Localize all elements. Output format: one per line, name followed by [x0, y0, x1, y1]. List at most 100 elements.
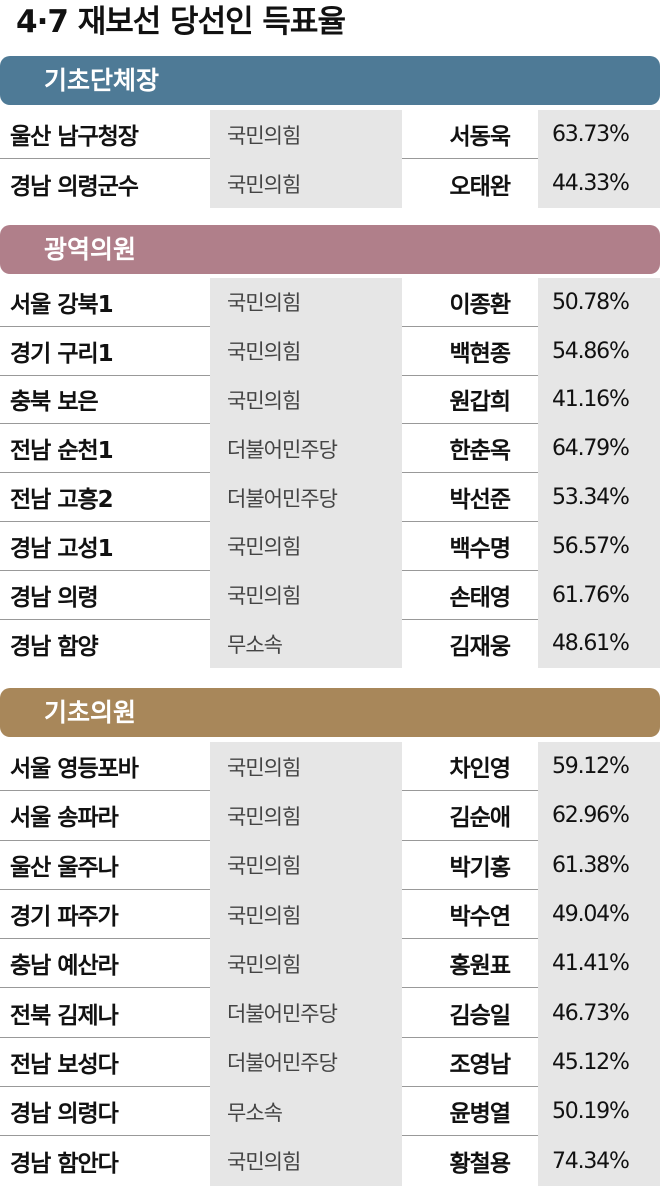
section-header: 기초의원: [0, 688, 660, 737]
table-row: 경남 고성1 국민의힘 백수명 56.57%: [0, 521, 660, 571]
winner-cell: 홍원표: [402, 939, 538, 989]
vote-share-cell: 49.04%: [538, 889, 660, 940]
region-cell: 경남 의령: [0, 571, 210, 620]
table-row: 충남 예산라 국민의힘 홍원표 41.41%: [0, 939, 660, 989]
table-row: 경남 의령 국민의힘 손태영 61.76%: [0, 570, 660, 620]
region-cell: 서울 송파라: [0, 791, 210, 841]
party-cell: 국민의힘: [210, 939, 402, 989]
vote-share-cell: 54.86%: [538, 326, 660, 376]
party-cell: 더불어민주당: [210, 1037, 402, 1088]
party-cell: 무소속: [210, 619, 402, 669]
region-cell: 서울 영등포바: [0, 742, 210, 792]
vote-share-cell: 41.41%: [538, 939, 660, 989]
party-cell: 더불어민주당: [210, 424, 402, 474]
party-cell: 무소속: [210, 1087, 402, 1137]
winner-cell: 박선준: [402, 473, 538, 522]
region-cell: 경남 의령다: [0, 1087, 210, 1137]
vote-share-cell: 61.76%: [538, 570, 660, 620]
party-cell: 국민의힘: [210, 791, 402, 841]
party-cell: 국민의힘: [210, 110, 402, 159]
section-header: 기초단체장: [0, 56, 660, 105]
winner-cell: 원갑희: [402, 376, 538, 425]
vote-share-cell: 44.33%: [538, 159, 660, 208]
region-cell: 울산 남구청장: [0, 110, 210, 159]
party-cell: 국민의힘: [210, 1136, 402, 1186]
table-row: 경기 구리1 국민의힘 백현종 54.86%: [0, 326, 660, 376]
vote-share-cell: 59.12%: [538, 742, 660, 792]
vote-share-cell: 61.38%: [538, 840, 660, 890]
region-cell: 경남 함안다: [10, 1151, 119, 1178]
region-cell: 전북 김제나: [0, 988, 210, 1038]
winner-cell: 김순애: [402, 791, 538, 841]
table-row: 경남 함양 무소속 김재웅 48.61%: [0, 619, 660, 669]
vote-share-cell: 63.73%: [538, 110, 660, 159]
section-table: 서울 강북1 국민의힘 이종환 50.78% 경기 구리1 국민의힘 백현종 54.86% 충북…: [0, 278, 660, 669]
vote-share-cell: 64.79%: [538, 424, 660, 474]
table-row: 경기 파주가 국민의힘 박수연 49.04%: [0, 889, 660, 940]
table-row: 서울 영등포바 국민의힘 차인영 59.12%: [0, 742, 660, 792]
winner-cell: 서동욱: [402, 110, 538, 159]
party-cell: 국민의힘: [210, 840, 402, 890]
region-cell: 경남 고성1: [0, 522, 210, 571]
table-row: 경남 의령군수 국민의힘 오태완 44.33%: [0, 159, 660, 208]
section-table: 서울 영등포바 국민의힘 차인영 59.12% 서울 송파라 국민의힘 김순애 62.96% 울…: [0, 742, 660, 1186]
vote-share-cell: 62.96%: [538, 791, 660, 841]
party-cell: 국민의힘: [210, 375, 402, 425]
region-cell: 서울 강북1: [0, 278, 210, 327]
winner-cell: 백수명: [402, 522, 538, 571]
table-row: 서울 강북1 국민의힘 이종환 50.78%: [0, 278, 660, 327]
winner-cell: 김승일: [402, 988, 538, 1038]
region-cell: 전남 고흥2: [0, 473, 210, 522]
winner-cell: 차인영: [402, 742, 538, 792]
vote-share-cell: 45.12%: [538, 1037, 660, 1088]
table-row: 경남 의령다 무소속 윤병열 50.19%: [0, 1087, 660, 1137]
table-row: 울산 남구청장 국민의힘 서동욱 63.73%: [0, 110, 660, 159]
region-cell: 경남 함양: [10, 633, 99, 660]
region-cell: 충북 보은: [0, 376, 210, 425]
winner-cell: 한춘옥: [402, 424, 538, 474]
party-cell: 국민의힘: [210, 521, 402, 571]
winner-cell: 황철용: [449, 1151, 511, 1178]
winner-cell: 조영남: [402, 1038, 538, 1088]
table-row: 전남 고흥2 더불어민주당 박선준 53.34%: [0, 473, 660, 522]
section-table: 울산 남구청장 국민의힘 서동욱 63.73% 경남 의령군수 국민의힘 오태완 44.33%: [0, 110, 660, 208]
region-cell: 경기 구리1: [0, 327, 210, 376]
region-cell: 전남 순천1: [0, 424, 210, 474]
vote-share-cell: 74.34%: [538, 1136, 660, 1186]
party-cell: 국민의힘: [210, 159, 402, 208]
table-row: 전북 김제나 더불어민주당 김승일 46.73%: [0, 988, 660, 1038]
winner-cell: 오태완: [449, 173, 511, 200]
vote-share-cell: 56.57%: [538, 521, 660, 571]
winner-cell: 백현종: [402, 327, 538, 376]
winner-cell: 박수연: [402, 890, 538, 940]
winner-cell: 김재웅: [449, 633, 511, 660]
region-cell: 전남 보성다: [0, 1038, 210, 1088]
party-cell: 국민의힘: [210, 742, 402, 792]
party-cell: 국민의힘: [210, 889, 402, 940]
table-row: 충북 보은 국민의힘 원갑희 41.16%: [0, 375, 660, 425]
vote-share-cell: 46.73%: [538, 988, 660, 1038]
vote-share-cell: 53.34%: [538, 473, 660, 522]
winner-cell: 윤병열: [402, 1087, 538, 1137]
vote-share-cell: 50.78%: [538, 278, 660, 327]
region-cell: 울산 울주나: [0, 841, 210, 890]
party-cell: 더불어민주당: [210, 988, 402, 1038]
winner-cell: 이종환: [402, 278, 538, 327]
table-row: 전남 보성다 더불어민주당 조영남 45.12%: [0, 1037, 660, 1088]
region-cell: 충남 예산라: [0, 939, 210, 989]
table-row: 경남 함안다 국민의힘 황철용 74.34%: [0, 1136, 660, 1186]
winner-cell: 손태영: [402, 571, 538, 620]
party-cell: 국민의힘: [210, 570, 402, 620]
region-cell: 경기 파주가: [0, 890, 210, 940]
table-row: 서울 송파라 국민의힘 김순애 62.96%: [0, 791, 660, 841]
party-cell: 더불어민주당: [210, 473, 402, 522]
region-cell: 경남 의령군수: [10, 173, 139, 200]
table-row: 울산 울주나 국민의힘 박기홍 61.38%: [0, 840, 660, 890]
party-cell: 국민의힘: [210, 326, 402, 376]
winner-cell: 박기홍: [402, 841, 538, 890]
party-cell: 국민의힘: [210, 278, 402, 327]
page-title: 4·7 재보선 당선인 득표율: [16, 4, 346, 40]
vote-share-cell: 48.61%: [538, 619, 660, 669]
section-header: 광역의원: [0, 225, 660, 274]
